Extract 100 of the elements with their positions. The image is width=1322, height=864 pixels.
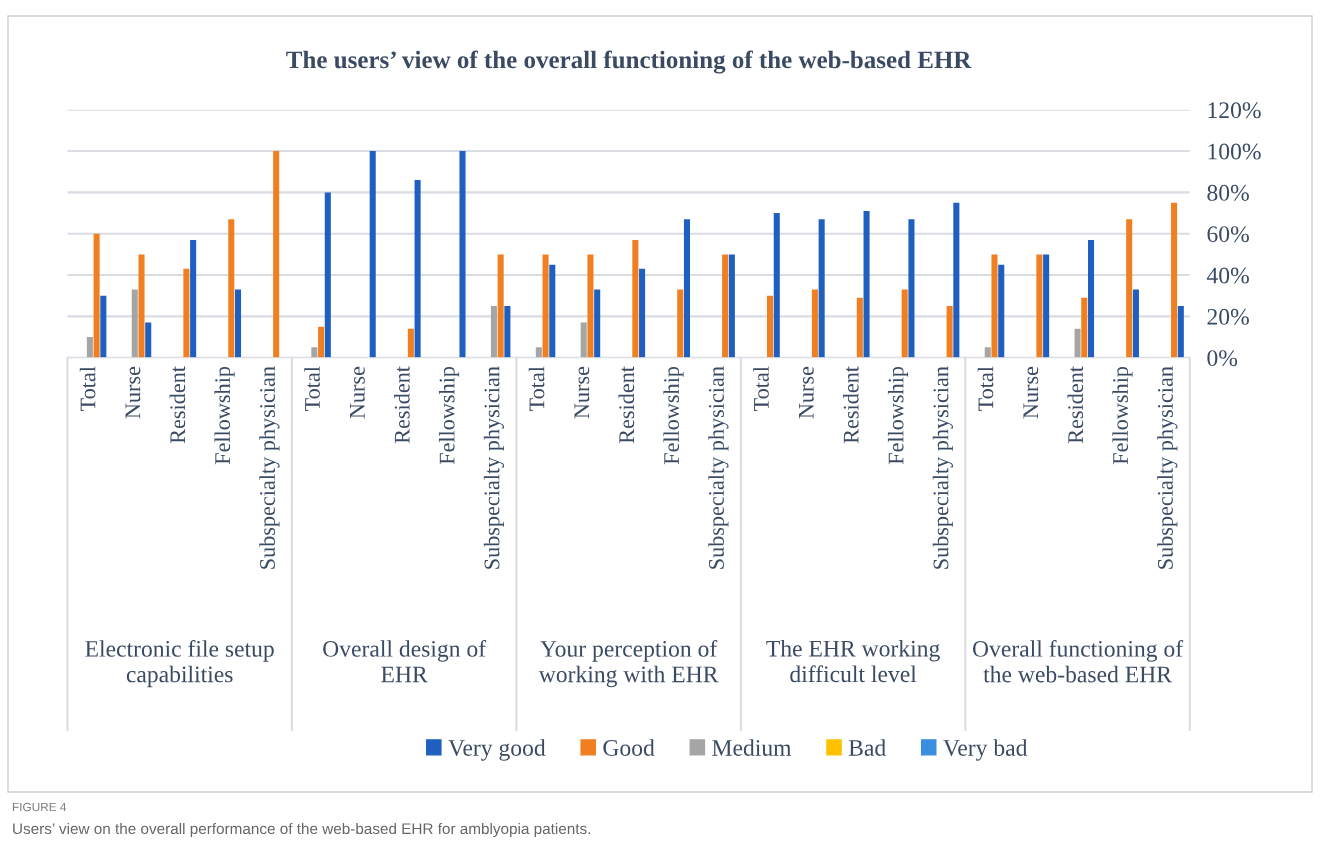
bar [414,179,421,358]
bar [1132,289,1139,358]
bar [594,289,601,358]
caption: FIGURE 4 [12,802,67,812]
bar [1036,254,1043,358]
x-tick-label: Fellowship [438,366,460,465]
bar [632,239,639,358]
bar [773,213,780,358]
bar [234,289,242,358]
bar [1074,328,1081,358]
bar [1081,297,1088,358]
x-tick-label: Fellowship [887,366,909,465]
x-tick-label: Nurse [1023,366,1039,419]
legend-label: Good [603,739,655,756]
text: Overall functioning of the web-based EHR [972,640,1184,683]
bar [138,254,145,358]
bar [549,264,556,358]
bar [324,192,331,358]
bar [580,322,587,358]
bar [1126,219,1133,358]
bar [901,289,908,358]
bar [145,322,152,358]
bar [183,268,190,358]
bar [722,254,729,358]
x-tick-label: Subspecialty physician [1157,366,1178,569]
bar [369,151,376,358]
x-tick-label: Total [528,366,545,411]
x-tick-label: Resident [618,366,635,444]
bar [998,264,1005,358]
x-tick-label: Nurse [350,366,365,419]
x-tick-label: Resident [843,366,859,444]
bar [811,289,818,358]
y-tick-label: 120% [1208,102,1261,119]
x-tick-label: Total [79,366,96,411]
bar [190,239,197,358]
bar [818,219,825,358]
bar [131,289,138,358]
bar [490,306,497,358]
bar [1088,239,1095,358]
x-tick-label: Fellowship [663,366,684,465]
y-tick-label: 100% [1208,143,1261,160]
bar [504,306,511,358]
y-tick-label: 40% [1206,267,1249,284]
bar [407,328,414,358]
legend-label: Medium [712,739,792,756]
legend-label: Very good [448,739,546,761]
x-tick-label: Total [304,366,320,411]
bar [100,295,107,358]
bar [984,347,991,358]
x-tick-label: Nurse [574,366,590,419]
bar [311,347,318,358]
x-tick-label: Subspecialty physician [932,366,953,569]
bar [318,326,325,358]
x-tick-label: Resident [394,366,410,444]
y-tick-label: 0% [1207,350,1238,367]
bar [991,254,998,358]
bar [535,347,542,358]
y-tick-label: 60% [1207,226,1249,243]
x-tick-label: Nurse [125,366,141,419]
bar [683,219,691,358]
legend-label: Very bad [943,739,1028,761]
bar [639,268,646,358]
chart-title: The users’ view of the overall functioning of the web-based EHR [286,50,972,74]
bar [587,254,594,358]
y-tick-label: 80% [1207,184,1249,201]
x-tick-label: Resident [1067,366,1084,444]
bar [1043,254,1050,358]
x-tick-label: Total [977,366,994,411]
x-tick-label: Fellowship [1112,366,1133,465]
bar [677,289,684,358]
bar [497,254,504,358]
y-tick-label: 20% [1207,308,1249,325]
x-tick-label: Subspecialty physician [259,366,280,569]
bar [767,295,774,358]
x-tick-label: Total [753,366,769,411]
bar [953,202,960,358]
bar [728,254,735,358]
bar [228,219,235,358]
bar [863,210,870,358]
text: Overall design of EHR [323,640,487,683]
text: Your perception of working with EHR [538,640,719,688]
bar [1171,202,1178,358]
x-tick-label: Subspecialty physician [708,366,729,569]
bar [93,233,100,358]
legend-label: Bad [848,739,886,756]
text: Users’ view on the overall performance of the web-based EHR for amblyopia patients. [13,822,591,838]
x-tick-label: Resident [169,366,186,444]
text: Electronic file setup capabilities [85,640,274,688]
bar [273,151,280,358]
x-tick-label: Nurse [798,366,814,419]
x-tick-label: Subspecialty physician [483,366,505,569]
bar [1177,306,1184,358]
bar [459,151,466,358]
bar [908,219,915,358]
bar [856,297,863,358]
bar [542,254,549,358]
x-tick-label: Fellowship [214,366,235,465]
bar [946,306,953,358]
bar [86,337,93,358]
text: The EHR working difficult level [766,640,940,683]
